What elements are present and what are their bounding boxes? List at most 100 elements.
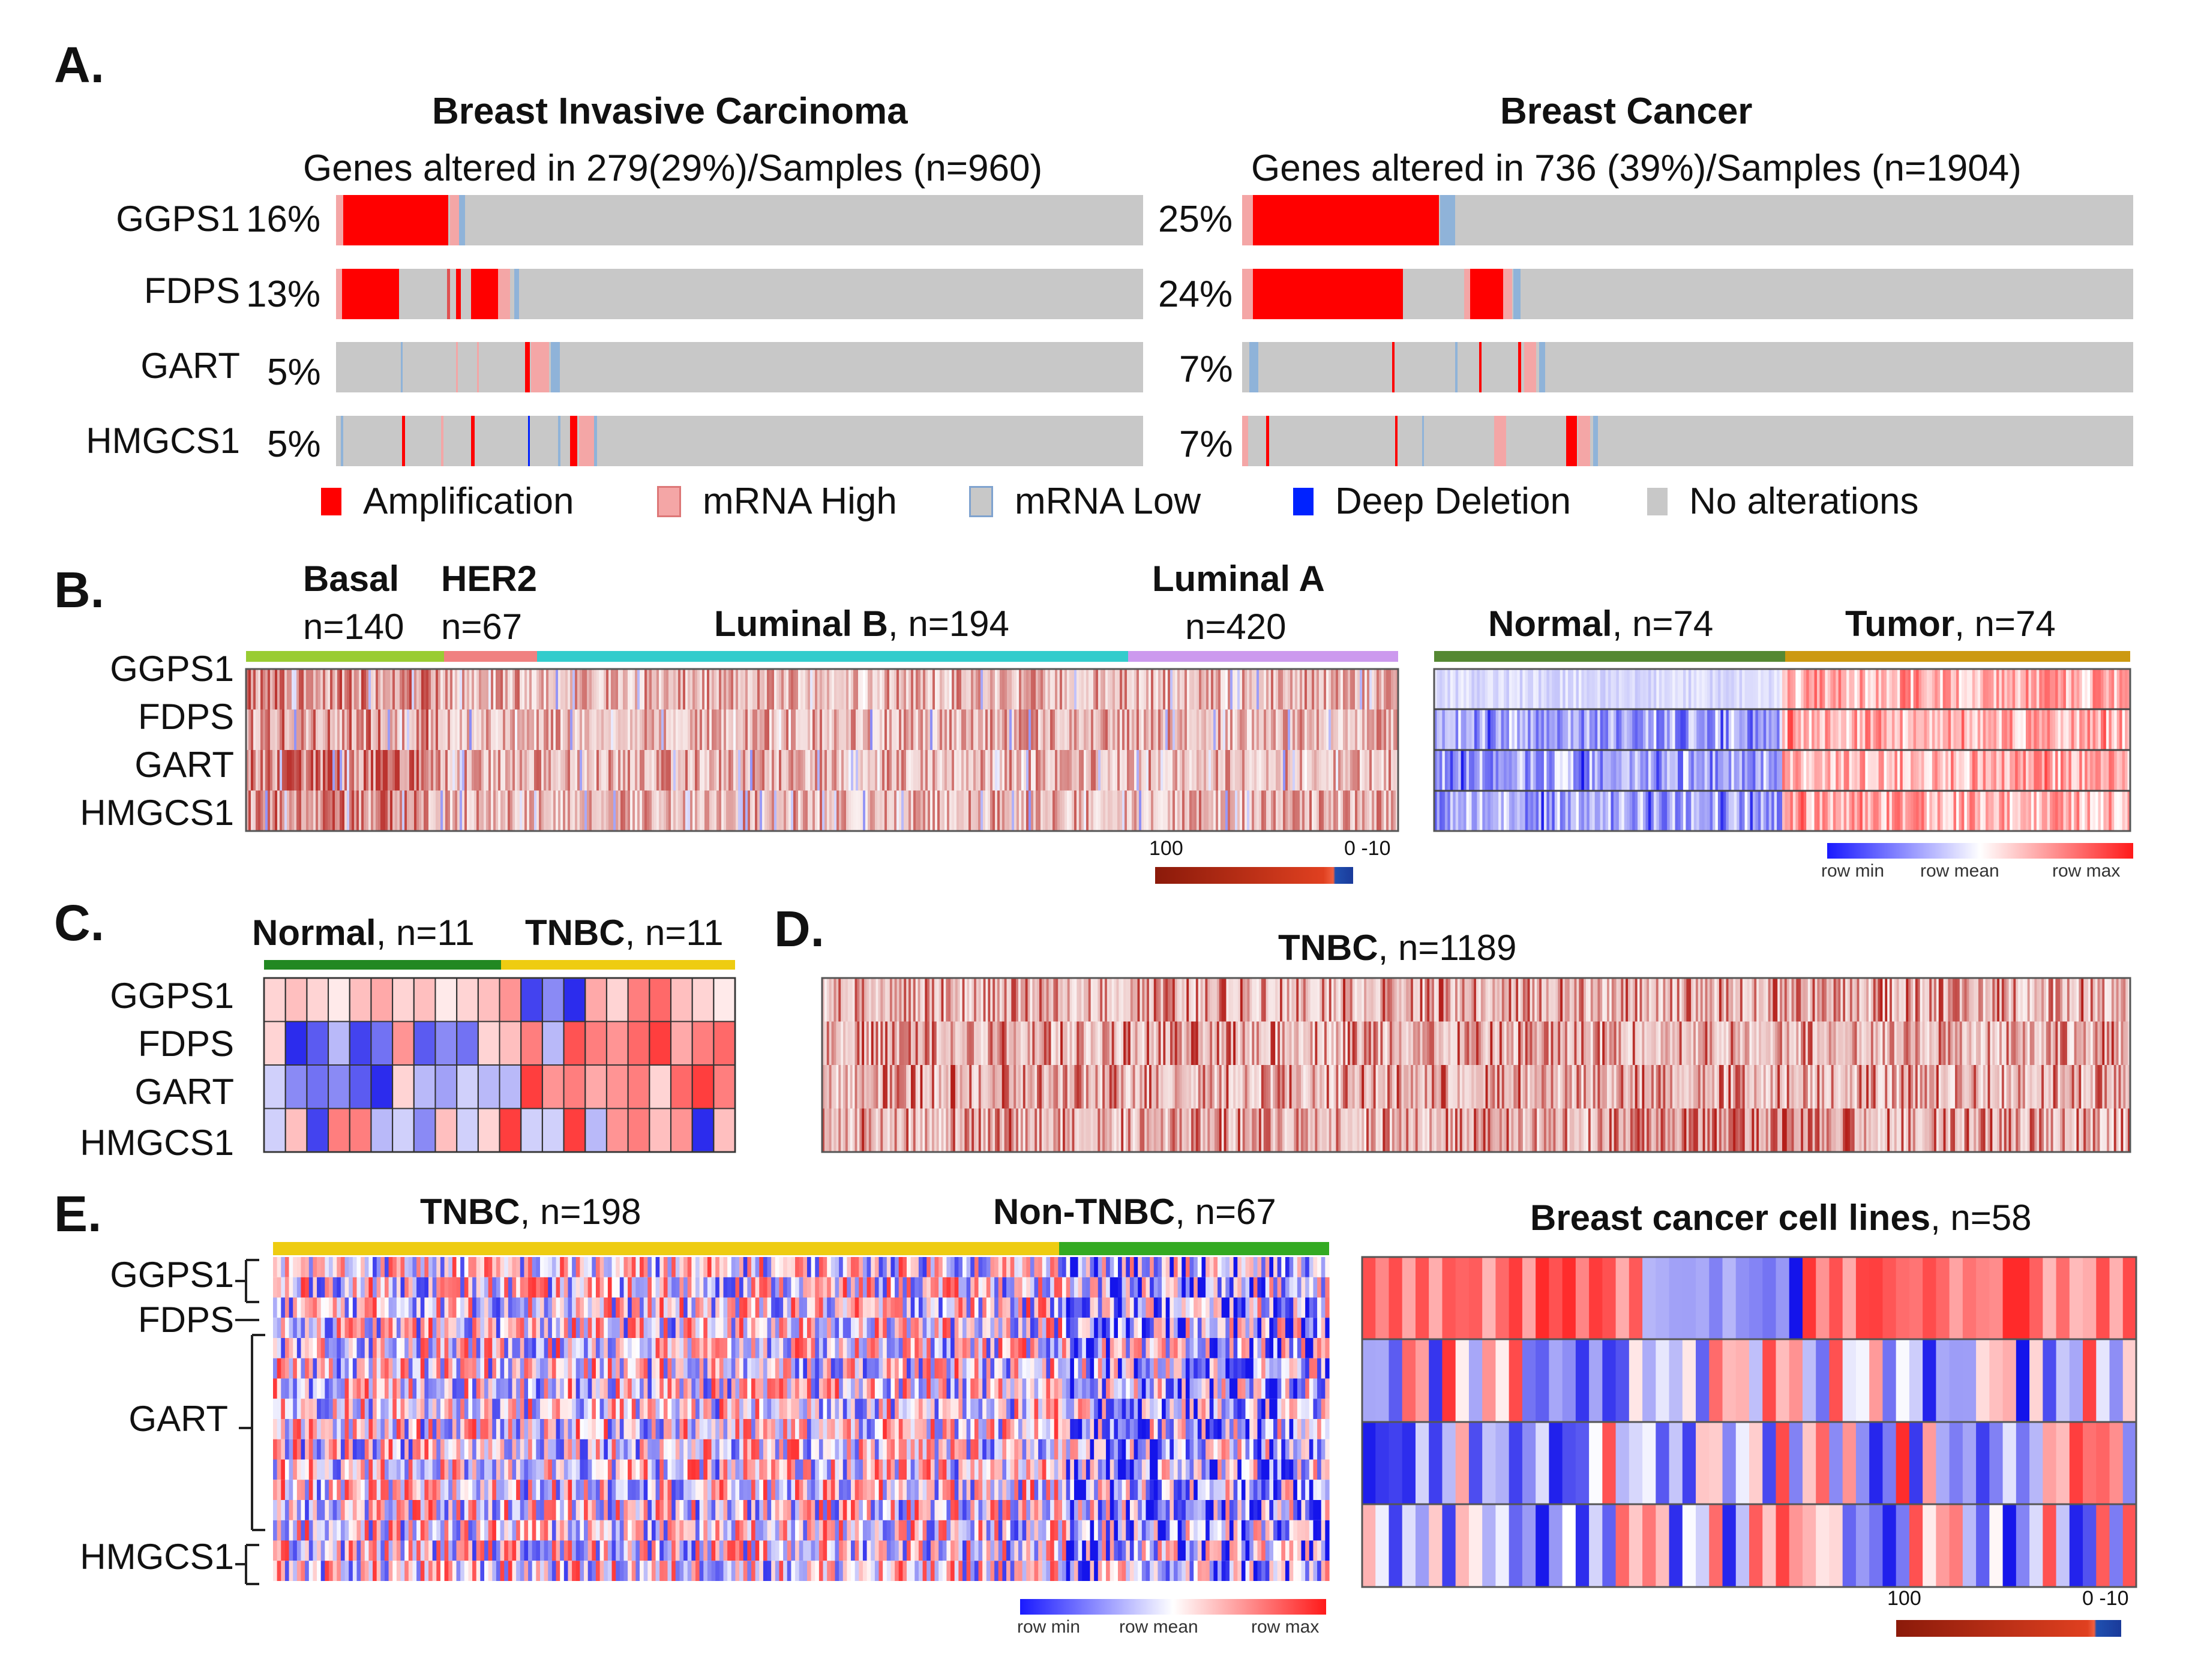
heatmap-cell — [1076, 669, 1079, 710]
heatmap-cell — [988, 790, 991, 831]
heatmap-cell — [1672, 669, 1676, 710]
heatmap-cell — [824, 790, 827, 831]
heatmap-cell — [1213, 790, 1216, 831]
heatmap-cell — [1635, 709, 1638, 750]
heatmap-cell — [1971, 978, 1974, 1022]
heatmap-cell — [462, 709, 465, 750]
heatmap-cell — [1012, 669, 1015, 710]
heatmap-cell — [1369, 790, 1372, 831]
heatmap-cell — [476, 790, 479, 831]
heatmap-cell — [546, 709, 549, 750]
heatmap-cell — [1117, 790, 1120, 831]
heatmap-cell — [2106, 790, 2109, 831]
heatmap-cell — [1845, 1021, 1848, 1065]
heatmap-cell — [1151, 750, 1154, 791]
heatmap-cell — [349, 1108, 372, 1152]
heatmap-cell — [1247, 669, 1250, 710]
heatmap-cell — [1819, 978, 1822, 1022]
heatmap-cell — [1007, 750, 1010, 791]
heatmap-cell — [2076, 669, 2080, 710]
heatmap-cell — [1659, 790, 1662, 831]
heatmap-cell — [294, 709, 297, 750]
heatmap-cell — [673, 790, 676, 831]
heatmap-cell — [1777, 790, 1780, 831]
heatmap-cell — [1945, 1065, 1948, 1109]
heatmap-cell — [1144, 1021, 1147, 1065]
heatmap-cell — [1163, 750, 1166, 791]
heatmap-cell — [959, 1065, 963, 1109]
heatmap-cell — [1415, 1065, 1419, 1109]
heatmap-cell — [2041, 709, 2045, 750]
heatmap-cell — [1281, 709, 1284, 750]
heatmap-cell — [1121, 1065, 1124, 1109]
heatmap-cell — [1569, 1021, 1573, 1065]
heatmap-cell — [1843, 1021, 1846, 1065]
heatmap-cell — [1326, 669, 1329, 710]
heatmap-cell — [1375, 1065, 1379, 1109]
heatmap-cell — [868, 709, 871, 750]
heatmap-cell — [2004, 750, 2008, 791]
heatmap-cell — [2103, 790, 2107, 831]
heatmap-cell — [980, 1021, 984, 1065]
heatmap-cell — [822, 1021, 825, 1065]
heatmap-cell — [2015, 790, 2019, 831]
heatmap-cell — [925, 1065, 928, 1109]
heatmap-cell — [1924, 790, 1927, 831]
heatmap-cell — [1165, 709, 1168, 750]
heatmap-cell — [1593, 1065, 1596, 1109]
heatmap-cell — [1151, 709, 1154, 750]
heatmap-cell — [1766, 750, 1770, 791]
heatmap-cell — [1488, 978, 1491, 1022]
heatmap-cell — [1891, 669, 1895, 710]
heatmap-cell — [1499, 978, 1503, 1022]
heatmap-cell — [935, 790, 938, 831]
heatmap-cell — [1264, 790, 1267, 831]
heatmap-cell — [1826, 1021, 1830, 1065]
heatmap-cell — [1854, 750, 1858, 791]
heatmap-cell — [838, 978, 841, 1022]
heatmap-cell — [505, 790, 508, 831]
heatmap-cell — [938, 978, 942, 1022]
heatmap-cell — [908, 1021, 911, 1065]
heatmap-cell — [2103, 750, 2107, 791]
heatmap-cell — [1777, 978, 1780, 1022]
heatmap-cell — [1001, 1021, 1005, 1065]
heatmap-cell — [260, 790, 263, 831]
heatmap-cell — [1696, 709, 1700, 750]
heatmap-cell — [2104, 1021, 2107, 1065]
heatmap-cell — [1857, 709, 1860, 750]
heatmap-cell — [767, 750, 770, 791]
heatmap-cell — [1455, 750, 1459, 791]
heatmap-cell — [2090, 669, 2094, 710]
heatmap-cell — [815, 750, 818, 791]
heatmap-cell — [325, 669, 328, 710]
heatmap-cell — [1527, 978, 1531, 1022]
heatmap-cell — [498, 750, 501, 791]
heatmap-cell — [1119, 978, 1122, 1022]
heatmap-cell — [1528, 750, 1531, 791]
heatmap-cell — [1362, 978, 1365, 1022]
heatmap-cell — [670, 978, 693, 1022]
heatmap-cell — [1563, 1065, 1566, 1109]
heatmap-cell — [1792, 750, 1796, 791]
heatmap-cell — [1366, 1021, 1369, 1065]
heatmap-cell — [847, 978, 851, 1022]
heatmap-cell — [1501, 750, 1504, 791]
heatmap-cell — [2107, 1065, 2110, 1109]
heatmap-cell — [2062, 1021, 2065, 1065]
heatmap-cell — [1961, 790, 1965, 831]
heatmap-cell — [1918, 709, 1922, 750]
heatmap-cell — [2125, 669, 2128, 710]
heatmap-cell — [1763, 669, 1767, 710]
heatmap-cell — [1663, 1065, 1666, 1109]
heatmap-cell — [1852, 978, 1855, 1022]
heatmap-cell — [1721, 1065, 1725, 1109]
heatmap-cell — [1385, 1021, 1388, 1065]
heatmap-cell — [904, 750, 907, 791]
heatmap-cell — [1004, 1065, 1007, 1109]
heatmap-cell — [1055, 669, 1058, 710]
heatmap-cell — [448, 790, 451, 831]
heatmap-cell — [1695, 978, 1699, 1022]
heatmap-cell — [1290, 790, 1293, 831]
heatmap-cell — [277, 709, 280, 750]
